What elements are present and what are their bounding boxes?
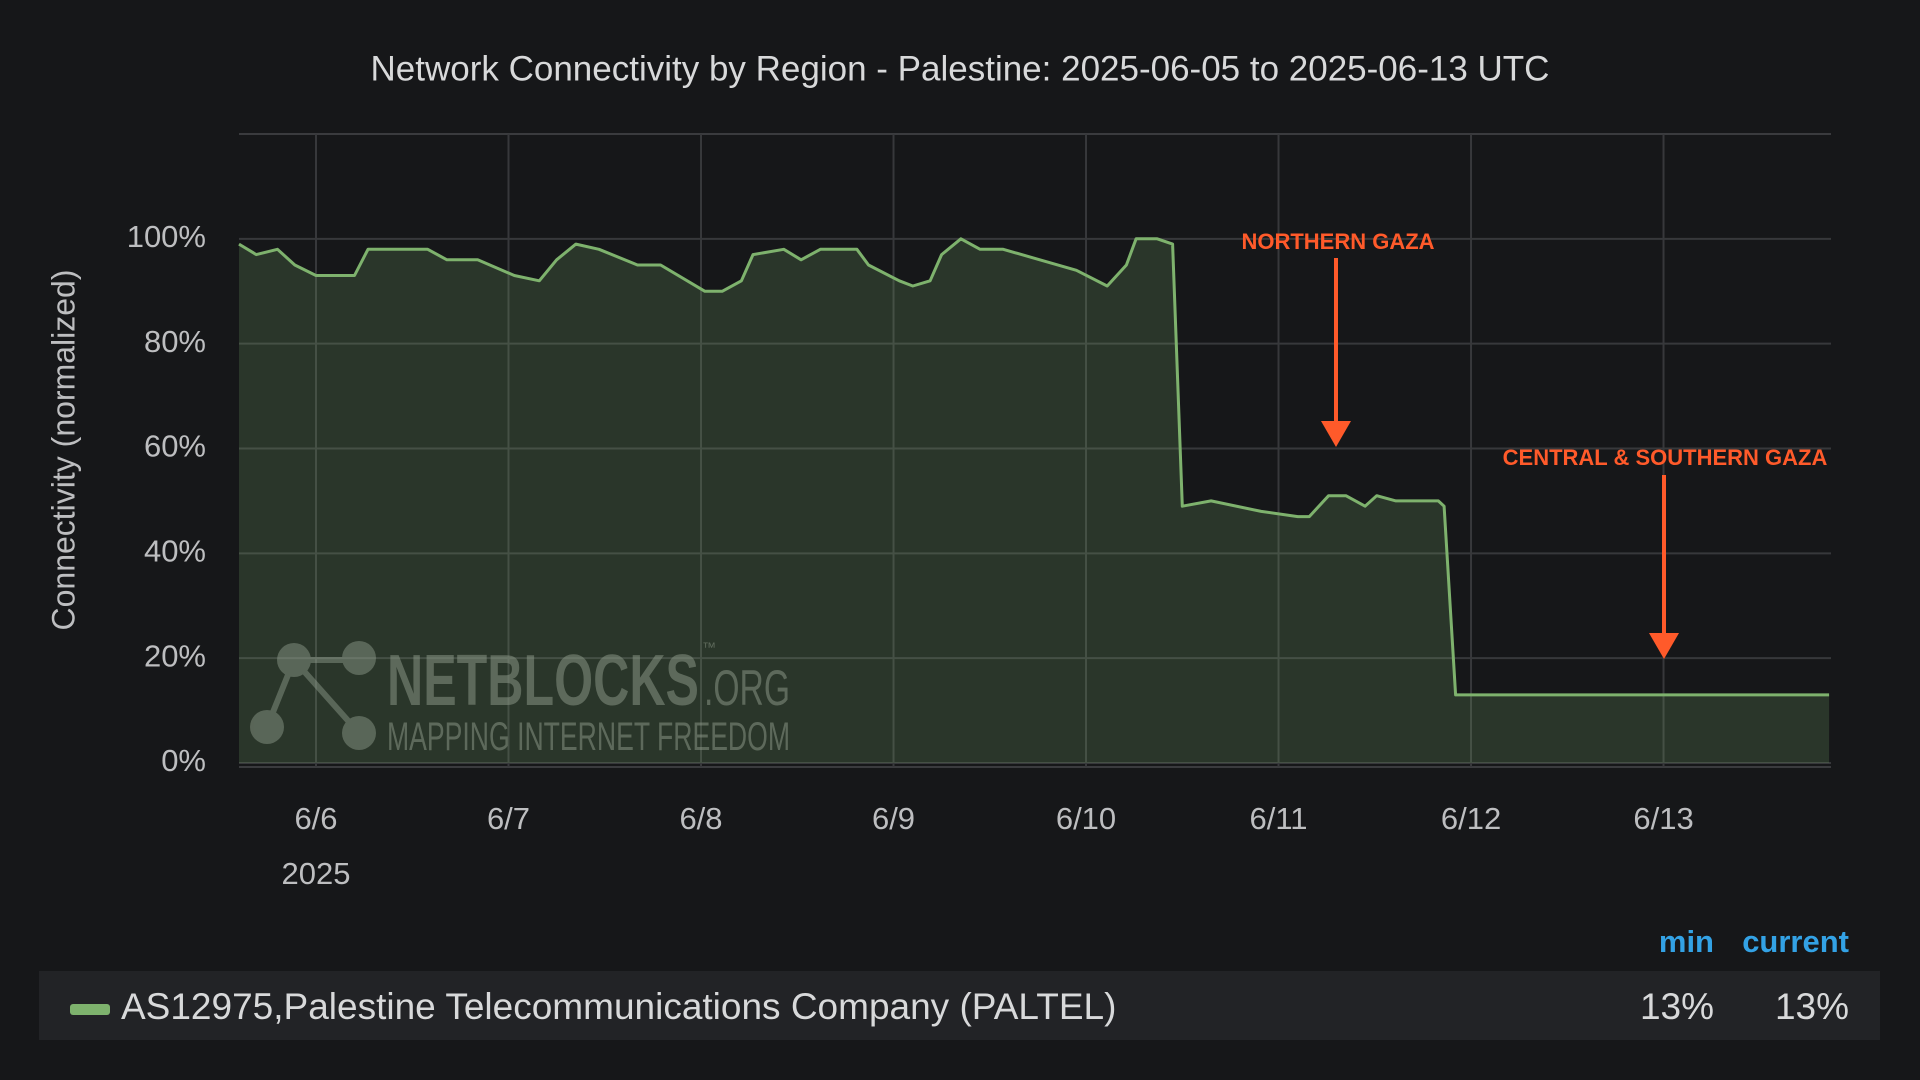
y-tick-label: 100%	[127, 219, 206, 254]
x-tick-label: 6/13	[1633, 801, 1693, 836]
watermark-tagline: MAPPING INTERNET FREEDOM	[387, 715, 790, 759]
x-tick-label: 6/8	[679, 801, 722, 836]
annotation: NORTHERN GAZA	[1241, 229, 1434, 254]
chart-title: Network Connectivity by Region - Palesti…	[371, 49, 1550, 88]
legend-stat: 13%	[1640, 986, 1714, 1027]
legend-header: current	[1742, 924, 1849, 959]
x-tick-label: 6/6	[294, 801, 337, 836]
y-tick-label: 40%	[144, 534, 206, 569]
legend-entry: AS12975,Palestine Telecommunications Com…	[121, 986, 1116, 1027]
y-tick-label: 80%	[144, 324, 206, 359]
x-tick-label: 6/7	[487, 801, 530, 836]
legend-swatch	[70, 1004, 110, 1015]
area	[239, 238, 1830, 764]
y-axis-label: Connectivity (normalized)	[45, 269, 81, 630]
x-tick-label: 6/9	[872, 801, 915, 836]
y-tick-label: 0%	[161, 743, 206, 778]
annotation: CENTRAL & SOUTHERN GAZA	[1503, 445, 1828, 470]
y-tick-label: 60%	[144, 429, 206, 464]
watermark-logo	[250, 641, 376, 750]
legend-row	[39, 971, 1880, 1040]
watermark-tm: ™	[702, 639, 716, 655]
annotation-arrowhead	[1321, 421, 1351, 447]
watermark-name: NETBLOCKS	[387, 641, 699, 721]
legend-header: min	[1659, 924, 1714, 959]
watermark-suffix: .ORG	[704, 660, 790, 716]
x-tick-label: 6/11	[1249, 801, 1307, 836]
x-tick-label: 6/10	[1056, 801, 1116, 836]
legend-stat: 13%	[1775, 986, 1849, 1027]
y-tick-label: 20%	[144, 638, 206, 673]
x-sublabel: 2025	[282, 856, 351, 891]
line	[238, 237, 1830, 697]
x-tick-label: 6/12	[1441, 801, 1501, 836]
annotation-arrowhead	[1649, 633, 1679, 659]
